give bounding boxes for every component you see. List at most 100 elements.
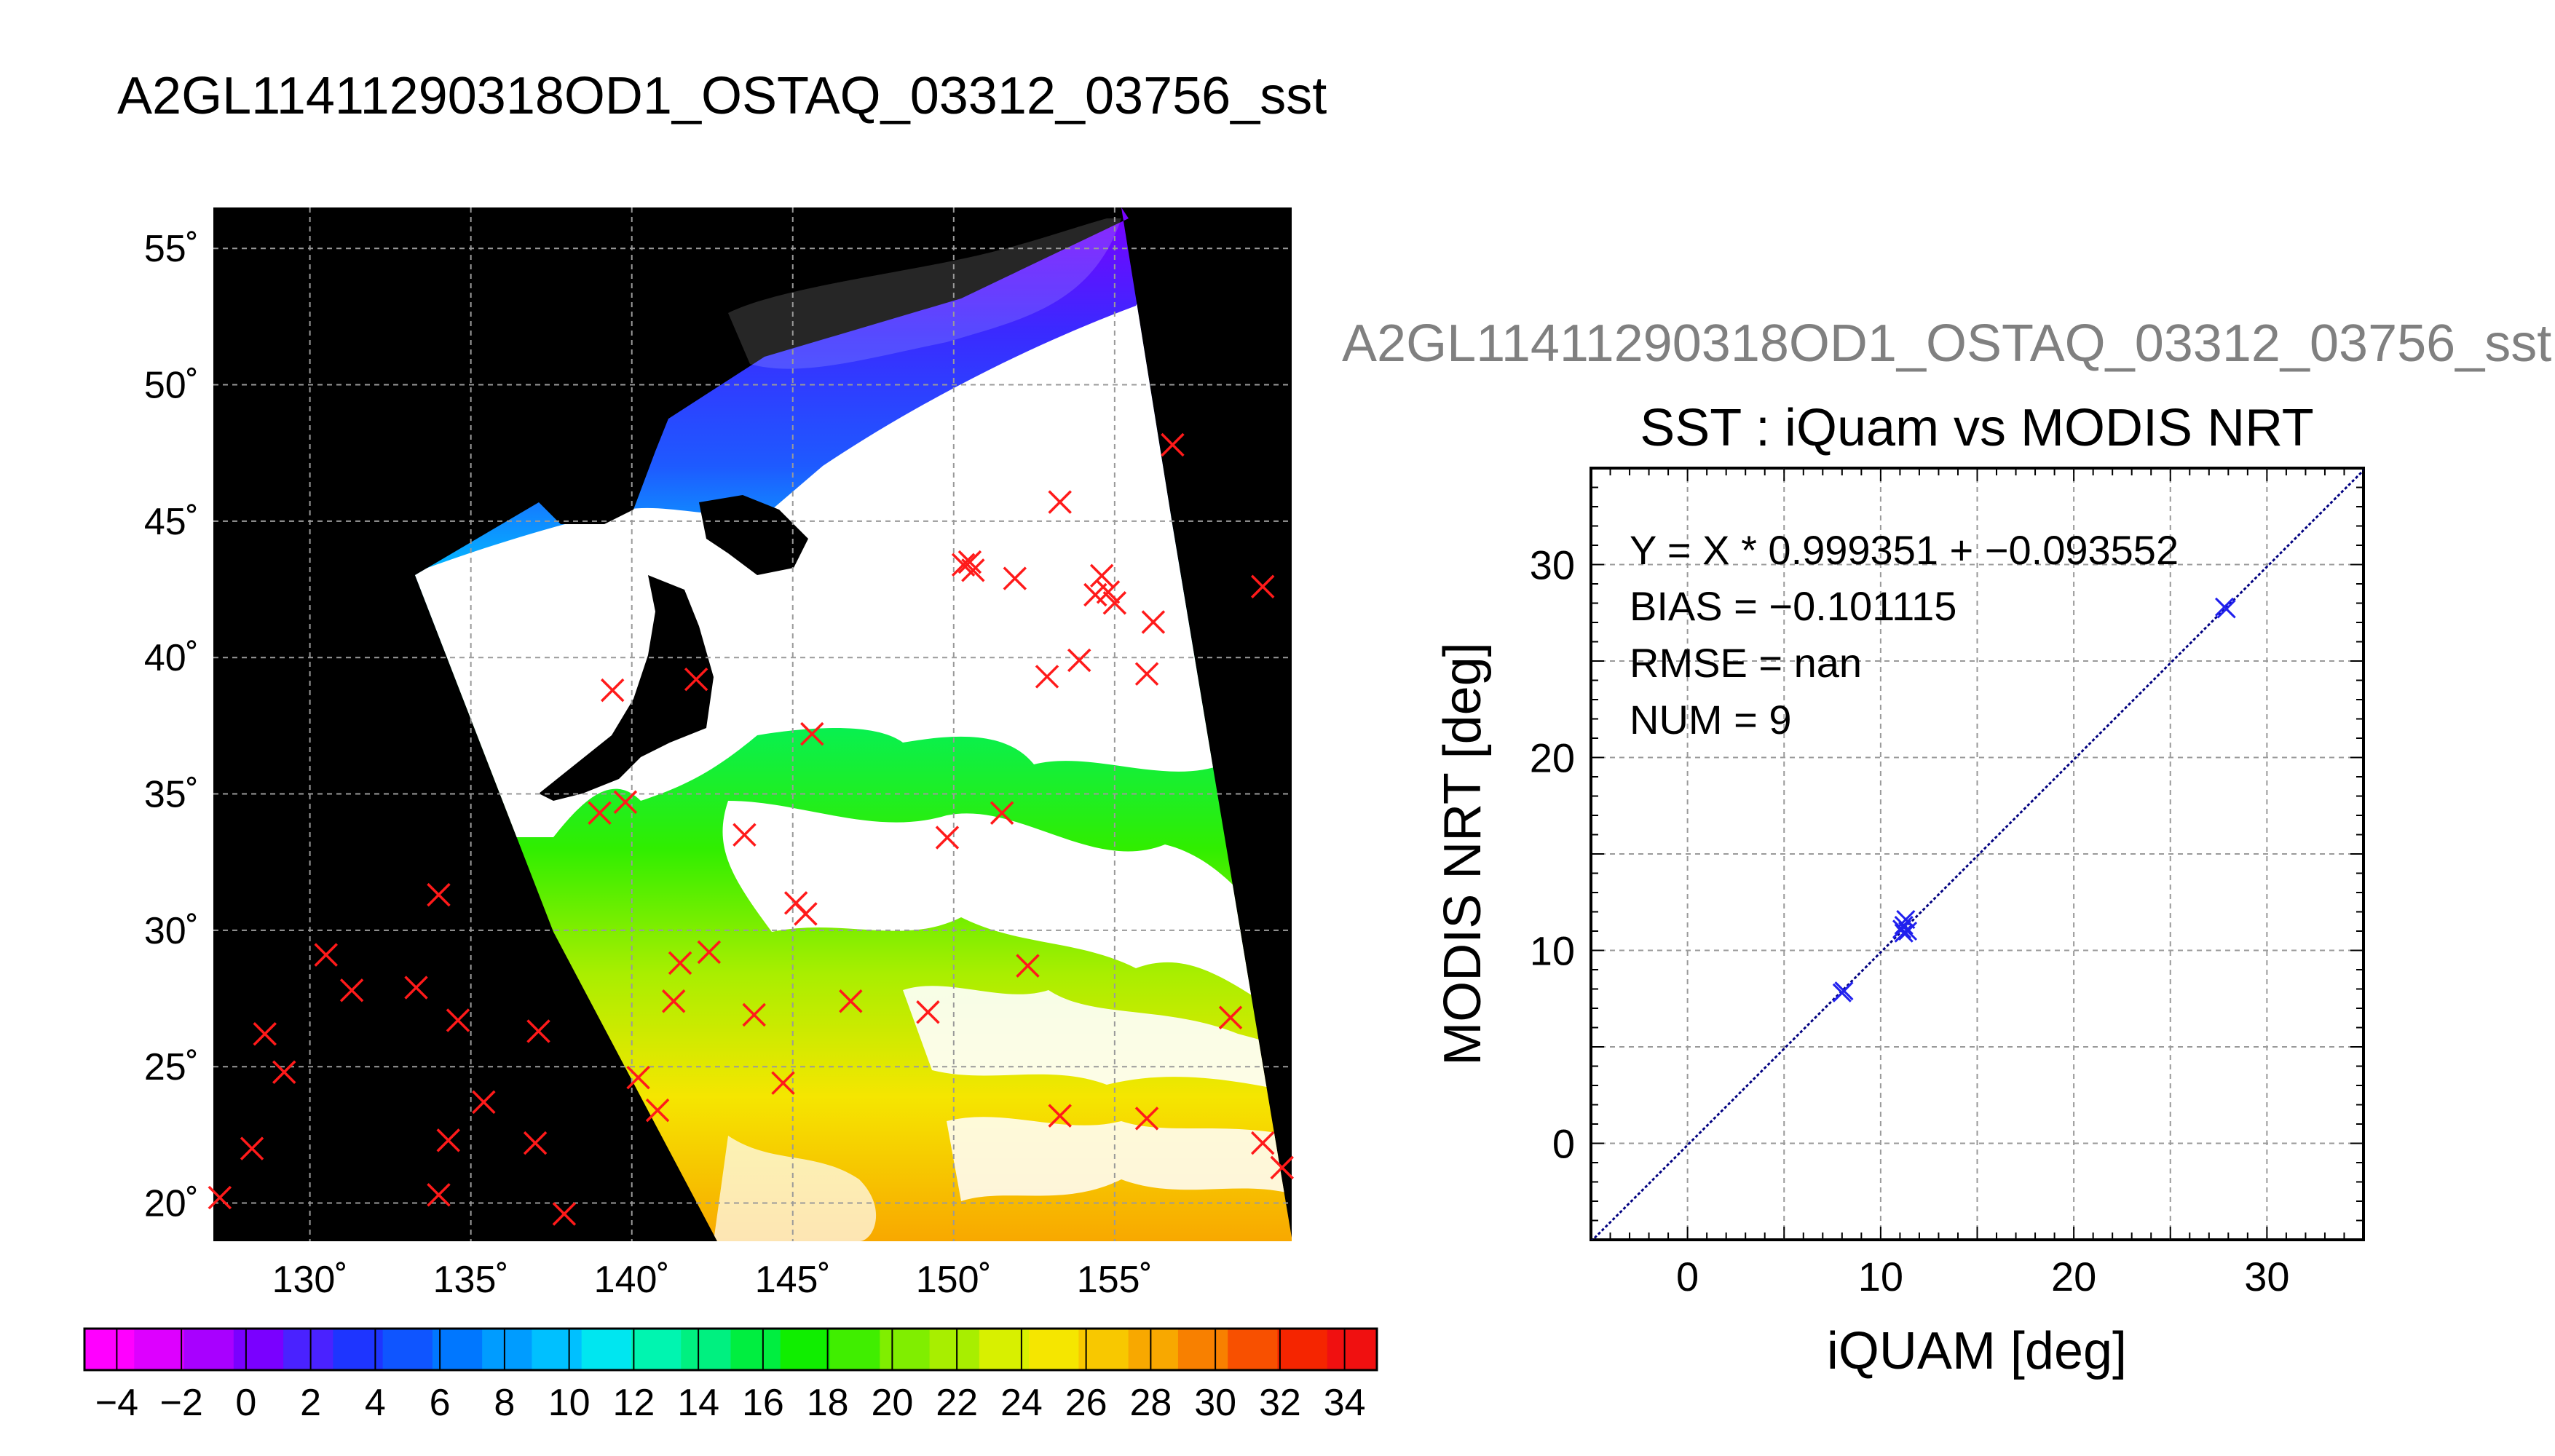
map-lon-tick-label: 145˚ bbox=[755, 1259, 831, 1301]
map-marker bbox=[935, 826, 960, 850]
map-marker bbox=[588, 801, 612, 826]
scatter-x-tick-label: 0 bbox=[1676, 1254, 1699, 1299]
colorbar-cell bbox=[929, 1329, 980, 1370]
scatter-plot: SST : iQuam vs MODIS NRT Y = X * 0.99935… bbox=[1434, 399, 2365, 1380]
colorbar-tick-label: 26 bbox=[1065, 1382, 1107, 1424]
colorbar-cell bbox=[1177, 1329, 1228, 1370]
colorbar-cell bbox=[730, 1329, 781, 1370]
colorbar-cell bbox=[1327, 1329, 1378, 1370]
map-marker bbox=[1134, 1107, 1159, 1131]
scatter-point bbox=[1892, 919, 1912, 939]
colorbar-cell bbox=[581, 1329, 632, 1370]
colorbar-tick-label: 10 bbox=[548, 1382, 591, 1424]
colorbar-tick-label: 14 bbox=[677, 1382, 719, 1424]
scatter-point bbox=[1834, 981, 1854, 1001]
scatter-y-tick-label: 30 bbox=[1530, 542, 1575, 588]
colorbar-tick-label: 20 bbox=[871, 1382, 913, 1424]
scatter-y-tick-label: 0 bbox=[1552, 1121, 1575, 1167]
map-marker bbox=[684, 667, 708, 692]
scatter-title: SST : iQuam vs MODIS NRT bbox=[1640, 399, 2314, 457]
map-lat-tick-label: 30˚ bbox=[144, 910, 199, 952]
scatter-xlabel: iQUAM [deg] bbox=[1827, 1322, 2127, 1380]
colorbar-cell bbox=[830, 1329, 880, 1370]
map-marker bbox=[240, 1136, 264, 1160]
colorbar-tick-label: 32 bbox=[1259, 1382, 1301, 1424]
map-lon-tick-label: 155˚ bbox=[1077, 1259, 1153, 1301]
map-lon-tick-label: 130˚ bbox=[272, 1259, 348, 1301]
colorbar: −4 −2 0 2 4 6 8 10 12 14 16 18 20 22 24 26 28 30 32 34 bbox=[83, 1327, 1378, 1424]
map-marker bbox=[1035, 665, 1059, 689]
colorbar-cell bbox=[532, 1329, 583, 1370]
scatter-x-tick-label: 20 bbox=[2051, 1254, 2096, 1299]
map-marker bbox=[208, 1185, 232, 1210]
scatter-x-tick-labels: 0 10 20 30 bbox=[1676, 1254, 2289, 1299]
colorbar-cell bbox=[183, 1329, 234, 1370]
fit-line bbox=[1591, 470, 2364, 1240]
map-marker bbox=[314, 943, 338, 967]
scatter-minor-ticks bbox=[1590, 467, 2364, 1241]
map-lat-tick-label: 35˚ bbox=[144, 774, 199, 816]
scatter-annotations: Y = X * 0.999351 + −0.093552 BIAS = −0.1… bbox=[1630, 527, 2179, 743]
map-lon-tick-labels: 130˚ 135˚ 140˚ 145˚ 150˚ 155˚ bbox=[272, 1259, 1153, 1301]
map-marker bbox=[272, 1060, 296, 1084]
map-marker bbox=[794, 902, 818, 926]
colorbar-tick-label: 16 bbox=[742, 1382, 784, 1424]
map-marker bbox=[916, 1000, 940, 1024]
colorbar-cell bbox=[482, 1329, 532, 1370]
colorbar-cell bbox=[84, 1329, 135, 1370]
map-marker bbox=[404, 976, 428, 1000]
map-marker bbox=[339, 978, 364, 1002]
map-marker bbox=[1250, 1131, 1275, 1155]
annotation-bias: BIAS = −0.101115 bbox=[1630, 583, 1956, 629]
colorbar-tick-label: 28 bbox=[1129, 1382, 1172, 1424]
map-marker bbox=[1218, 1005, 1243, 1030]
colorbar-tick-label: 4 bbox=[365, 1382, 386, 1424]
map-lat-tick-label: 50˚ bbox=[144, 365, 199, 407]
scatter-y-tick-label: 20 bbox=[1530, 735, 1575, 781]
colorbar-cell bbox=[780, 1329, 831, 1370]
colorbar-tick-label: 22 bbox=[936, 1382, 978, 1424]
scatter-grid bbox=[1591, 468, 2364, 1240]
map-grid bbox=[213, 207, 1292, 1241]
colorbar-tick-label: 34 bbox=[1324, 1382, 1366, 1424]
map-marker bbox=[600, 678, 625, 703]
colorbar-cell bbox=[432, 1329, 483, 1370]
colorbar-cell bbox=[1277, 1329, 1328, 1370]
colorbar-frame bbox=[83, 1327, 1378, 1372]
colorbar-tick-label: 24 bbox=[1000, 1382, 1043, 1424]
map-marker bbox=[1048, 490, 1072, 514]
map-marker bbox=[800, 721, 824, 746]
annotation-num: NUM = 9 bbox=[1630, 697, 1792, 743]
map-marker bbox=[1134, 662, 1159, 686]
colorbar-tick-label: 8 bbox=[494, 1382, 515, 1424]
map-lon-tick-label: 150˚ bbox=[916, 1259, 992, 1301]
map-marker bbox=[839, 989, 863, 1013]
scatter-ylabel: MODIS NRT [deg] bbox=[1434, 642, 1492, 1066]
map-marker bbox=[253, 1022, 277, 1046]
map-marker bbox=[1250, 574, 1275, 599]
colorbar-cell bbox=[382, 1329, 433, 1370]
colorbar-tick-label: 6 bbox=[430, 1382, 451, 1424]
annotation-rmse: RMSE = nan bbox=[1630, 640, 1862, 686]
colorbar-cell bbox=[631, 1329, 682, 1370]
map-marker bbox=[1102, 591, 1127, 615]
colorbar-cell bbox=[283, 1329, 333, 1370]
map-marker bbox=[436, 1128, 460, 1152]
scatter-y-tick-label: 10 bbox=[1530, 928, 1575, 974]
map-marker bbox=[668, 951, 692, 976]
scatter-header: A2GL11411290318OD1_OSTAQ_03312_03756_sst bbox=[1342, 314, 2552, 373]
map-marker bbox=[427, 1183, 451, 1207]
map-marker bbox=[1270, 1155, 1294, 1180]
map-marker bbox=[472, 1090, 496, 1115]
map-marker bbox=[957, 550, 982, 574]
map-marker bbox=[697, 940, 722, 965]
colorbar-cell bbox=[1228, 1329, 1278, 1370]
map-marker bbox=[961, 558, 985, 582]
map-marker bbox=[742, 1002, 766, 1027]
colorbar-tick-labels: −4 −2 0 2 4 6 8 10 12 14 16 18 20 22 24 26 28 30 32 34 bbox=[95, 1382, 1366, 1424]
map-marker bbox=[732, 823, 757, 847]
colorbar-tick-label: 18 bbox=[807, 1382, 849, 1424]
colorbar-cell bbox=[880, 1329, 931, 1370]
map-lat-tick-label: 40˚ bbox=[144, 637, 199, 679]
